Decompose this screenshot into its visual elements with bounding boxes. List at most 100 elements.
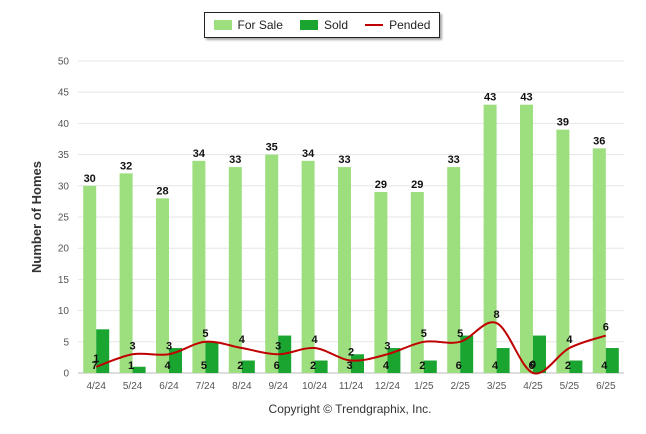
y-tick-label: 25 (58, 213, 70, 224)
for-sale-bar (265, 154, 279, 373)
y-tick-label: 30 (58, 181, 70, 192)
sold-bar (241, 360, 255, 373)
for-sale-bar (338, 167, 351, 373)
x-tick-label: 9/24 (268, 381, 288, 392)
for-sale-value-label: 29 (411, 179, 423, 191)
for-sale-bar (374, 192, 388, 373)
legend-label-sold: Sold (323, 18, 348, 32)
sold-value-label: 4 (601, 360, 608, 372)
for-sale-value-label: 29 (375, 179, 387, 191)
pended-value-label: 4 (566, 334, 573, 346)
x-tick-label: 1/25 (414, 381, 434, 392)
pended-value-label: 5 (457, 328, 463, 340)
sold-bar (423, 360, 437, 373)
legend-item-sold[interactable]: Sold (299, 18, 348, 32)
pended-value-label: 3 (130, 340, 136, 352)
for-sale-bar (156, 198, 169, 373)
sold-bar (314, 360, 328, 373)
sold-bar (569, 360, 583, 373)
x-tick-label: 3/25 (487, 381, 507, 392)
sold-value-label: 2 (419, 360, 425, 372)
y-tick-label: 15 (58, 275, 70, 286)
for-sale-value-label: 39 (557, 117, 569, 129)
y-tick-label: 45 (58, 88, 70, 99)
sold-value-label: 7 (92, 360, 98, 372)
pended-value-label: 8 (494, 309, 500, 321)
x-tick-label: 7/24 (196, 381, 216, 392)
x-tick-label: 2/25 (450, 381, 470, 392)
sold-value-label: 6 (528, 360, 534, 372)
x-tick-label: 5/24 (123, 381, 143, 392)
sold-value-label: 2 (237, 360, 243, 372)
y-tick-label: 50 (58, 57, 70, 68)
y-tick-label: 0 (63, 369, 69, 380)
pended-swatch (365, 24, 384, 26)
for-sale-bar (192, 160, 206, 373)
x-tick-label: 6/24 (159, 381, 179, 392)
legend: For Sale Sold Pended (204, 12, 440, 38)
x-tick-label: 4/24 (86, 381, 106, 392)
for-sale-bar (83, 185, 97, 373)
legend-label-for-sale: For Sale (237, 18, 283, 32)
sold-bar (533, 335, 546, 373)
for-sale-value-label: 34 (193, 148, 206, 160)
sold-value-label: 4 (164, 360, 171, 372)
sold-swatch (299, 20, 318, 30)
pended-line-path (95, 321, 607, 375)
for-sale-value-label: 33 (338, 154, 350, 166)
sold-value-label: 5 (201, 360, 207, 372)
pended-value-label: 5 (421, 328, 427, 340)
pended-value-label: 4 (239, 334, 246, 346)
sold-value-label: 6 (274, 360, 280, 372)
for-sale-value-label: 33 (229, 154, 241, 166)
sold-value-label: 6 (456, 360, 462, 372)
y-tick-label: 35 (58, 150, 70, 161)
sold-value-label: 2 (310, 360, 316, 372)
pended-value-label: 1 (93, 353, 99, 365)
bars (83, 104, 619, 374)
for-sale-value-label: 30 (84, 173, 96, 185)
sold-value-label: 2 (565, 360, 571, 372)
pended-value-label: 5 (202, 328, 208, 340)
sold-value-label: 1 (128, 360, 134, 372)
y-axis-label: Number of Homes (29, 161, 44, 273)
y-axis-ticks: 0 5 10 15 20 25 30 35 40 45 50 (58, 57, 70, 380)
for-sale-bar (556, 129, 570, 373)
x-tick-label: 4/25 (523, 381, 543, 392)
x-tick-label: 8/24 (232, 381, 252, 392)
legend-label-pended: Pended (389, 18, 431, 32)
x-tick-label: 5/25 (560, 381, 580, 392)
pended-value-label: 3 (275, 340, 281, 352)
y-tick-label: 20 (58, 244, 70, 255)
for-sale-bar (119, 173, 133, 373)
sold-bar (351, 354, 364, 373)
for-sale-value-label: 28 (156, 185, 168, 197)
x-axis-ticks: 4/24 5/24 6/24 7/24 8/24 9/24 10/24 11/24 12/24 1… (86, 381, 616, 392)
pended-value-label: 2 (348, 347, 354, 359)
x-tick-label: 10/24 (302, 381, 327, 392)
pended-value-label: 3 (384, 340, 390, 352)
for-sale-value-label: 35 (266, 142, 278, 154)
for-sale-bar (483, 104, 497, 374)
x-tick-label: 6/25 (596, 381, 616, 392)
pended-value-label: 3 (166, 340, 172, 352)
for-sale-bar (301, 160, 315, 373)
for-sale-bar (410, 192, 424, 373)
sold-bar (205, 341, 219, 373)
legend-item-for-sale[interactable]: For Sale (213, 18, 283, 32)
sold-bar (460, 335, 474, 373)
for-sale-bar (520, 104, 533, 374)
legend-item-pended[interactable]: Pended (365, 18, 430, 32)
for-sale-bar (228, 167, 242, 373)
y-tick-label: 40 (58, 119, 70, 130)
data-labels: 3073212843453323563423332942923364344363… (84, 92, 609, 372)
for-sale-value-label: 34 (302, 148, 315, 160)
pended-line (95, 321, 607, 375)
sold-value-label: 3 (346, 360, 352, 372)
for-sale-value-label: 32 (120, 160, 132, 172)
for-sale-bar (592, 148, 606, 373)
sold-bar (496, 348, 510, 373)
sold-bar (132, 366, 146, 373)
pended-value-label: 0 (530, 359, 536, 371)
